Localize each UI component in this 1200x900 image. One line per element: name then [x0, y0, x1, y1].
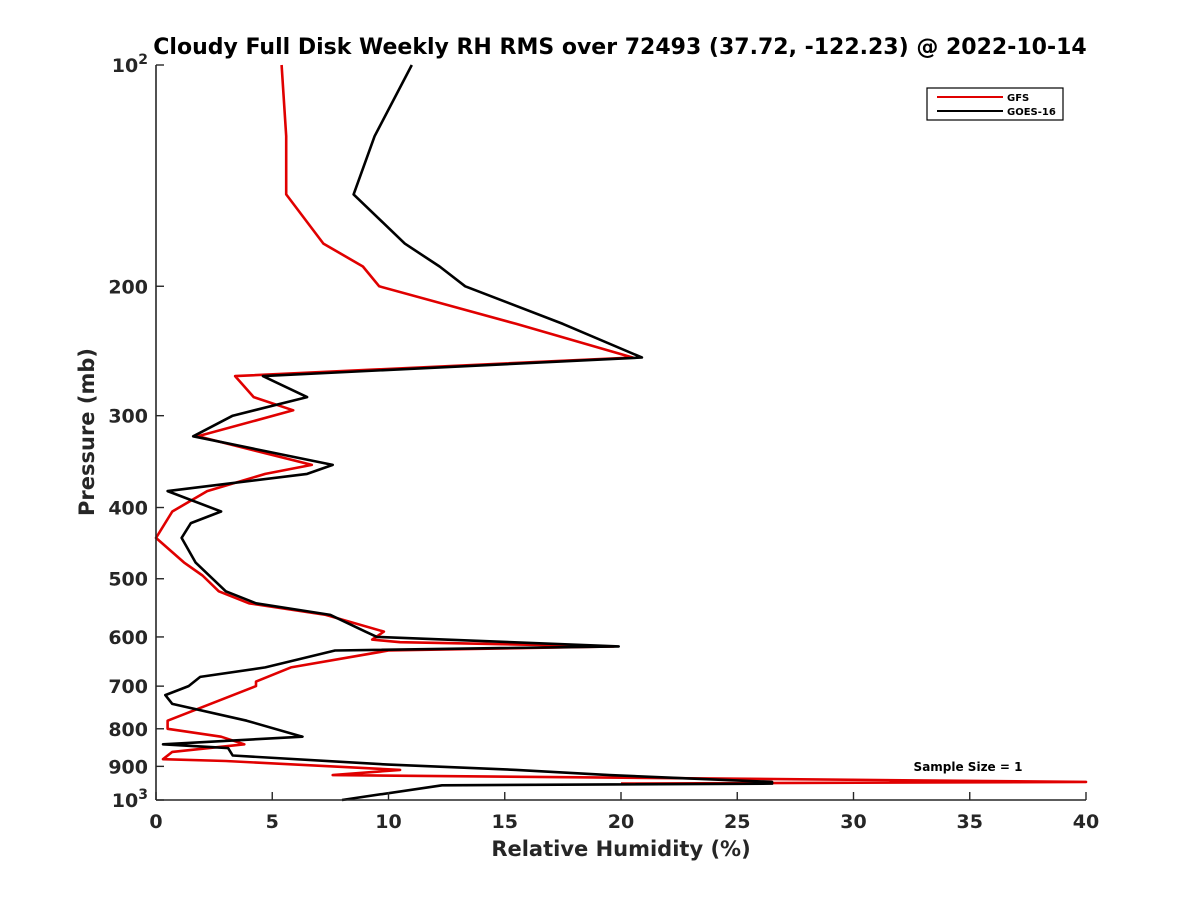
y-tick-label: 103: [112, 787, 148, 812]
x-ticks: 0 5 10 15 20 25 30 35 40: [149, 792, 1099, 833]
x-tick-label: 40: [1073, 811, 1099, 833]
legend-box: [926, 87, 1064, 121]
y-axis-label: Pressure (mb): [75, 348, 99, 516]
y-tick-label: 600: [108, 627, 148, 649]
y-tick-label: 900: [108, 756, 148, 778]
y-tick-label: 200: [108, 276, 148, 298]
y-tick-label: 500: [108, 569, 148, 591]
y-tick-label: 700: [108, 676, 148, 698]
y-tick-label: 800: [108, 719, 148, 741]
plot-area: [156, 65, 1086, 800]
chart-title: Cloudy Full Disk Weekly RH RMS over 7249…: [153, 35, 1086, 60]
legend-label-gfs: GFS: [1007, 93, 1029, 104]
y-ticks: 102 200 300 400 500 600 700 800 900 103: [108, 52, 164, 812]
x-tick-label: 5: [266, 811, 279, 833]
sample-size-annotation: Sample Size = 1: [914, 760, 1023, 774]
y-tick-label: 300: [108, 406, 148, 428]
y-tick-label: 400: [108, 498, 148, 520]
x-tick-label: 0: [149, 811, 162, 833]
legend: GFS GOES-16: [926, 87, 1064, 121]
x-tick-label: 35: [957, 811, 983, 833]
y-tick-label: 102: [112, 52, 148, 77]
x-axis-label: Relative Humidity (%): [491, 837, 750, 861]
x-tick-label: 15: [492, 811, 518, 833]
x-tick-label: 10: [375, 811, 401, 833]
series-line-goes16: [161, 64, 774, 802]
x-tick-label: 20: [608, 811, 634, 833]
legend-label-goes16: GOES-16: [1007, 107, 1056, 118]
series-layer: [154, 64, 1088, 802]
x-tick-label: 25: [724, 811, 750, 833]
x-tick-label: 30: [840, 811, 866, 833]
